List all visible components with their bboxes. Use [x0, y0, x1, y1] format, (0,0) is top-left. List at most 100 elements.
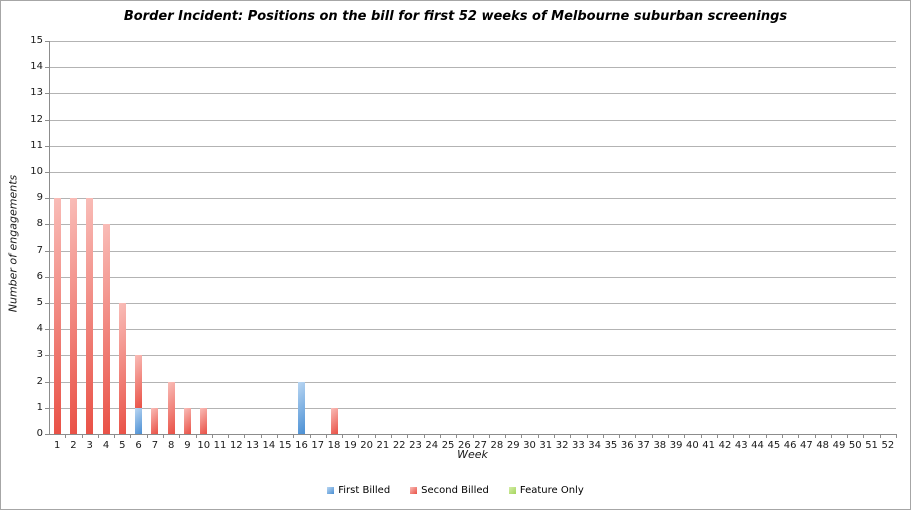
bar-segment: [183, 407, 191, 434]
x-tick-label: 36: [620, 440, 634, 451]
x-axis-tick: [798, 435, 800, 438]
x-tick-label: 44: [751, 440, 764, 451]
y-axis-tick: [45, 355, 49, 357]
x-tick-label: 51: [865, 440, 878, 451]
x-axis-tick: [342, 435, 344, 438]
y-tick-label: 13: [30, 87, 43, 99]
x-tick-label: 22: [392, 440, 406, 451]
x-tick-label: 17: [311, 440, 325, 451]
x-tick-label: 25: [441, 440, 455, 451]
gridline: [49, 355, 896, 357]
bar-segment: [135, 355, 143, 408]
gridline: [49, 172, 896, 173]
gridline: [49, 67, 896, 69]
x-axis-tick: [130, 435, 132, 438]
bar-segment: [151, 407, 159, 434]
gridline: [49, 407, 896, 409]
x-tick-label: 23: [409, 440, 422, 451]
y-axis-tick: [45, 145, 49, 147]
x-axis-tick: [244, 435, 246, 438]
x-axis-tick: [228, 435, 230, 438]
x-tick-label: 34: [588, 440, 602, 451]
x-tick-label: 8: [167, 440, 175, 451]
x-tick-label: 45: [767, 440, 781, 451]
x-tick-label: 16: [295, 440, 308, 451]
x-axis-tick: [553, 435, 555, 438]
y-tick-label: 0: [36, 428, 43, 439]
x-axis-tick: [602, 435, 604, 438]
y-axis-tick: [45, 381, 49, 383]
x-tick-label: 37: [637, 440, 650, 451]
y-axis-line: [49, 41, 50, 434]
x-axis-tick: [146, 435, 148, 438]
legend-label: Feature Only: [519, 485, 584, 496]
gridline: [49, 145, 896, 147]
x-tick-label: 52: [881, 440, 895, 451]
x-axis-tick: [733, 435, 735, 438]
x-axis-tick: [81, 435, 83, 438]
gridline: [49, 93, 896, 95]
y-axis-tick: [45, 434, 49, 435]
x-axis-tick: [521, 435, 523, 438]
x-axis-tick: [211, 435, 213, 438]
bar-segment: [86, 198, 94, 434]
legend-item: Second Billed: [410, 485, 489, 496]
y-tick-label: 4: [36, 323, 43, 335]
x-tick-label: 9: [184, 440, 191, 451]
y-axis-tick: [45, 93, 49, 95]
y-tick-label: 6: [36, 270, 43, 282]
x-tick-label: 3: [86, 440, 93, 451]
legend-item: First Billed: [327, 485, 390, 496]
x-tick-label: 41: [702, 440, 716, 451]
x-axis-tick: [179, 435, 181, 438]
x-tick-label: 50: [848, 440, 862, 451]
chart-title: Border Incident: Positions on the bill f…: [123, 9, 788, 24]
x-tick-label: 4: [102, 440, 110, 451]
x-tick-label: 19: [343, 440, 357, 451]
chart-legend: First Billed Second Billed Feature Only: [1, 485, 910, 496]
bar-segment: [330, 407, 338, 434]
y-axis-tick: [45, 172, 49, 173]
x-tick-label: 11: [213, 440, 227, 451]
x-tick-label: 39: [669, 440, 683, 451]
x-axis-tick: [97, 435, 99, 438]
x-axis-tick: [374, 435, 376, 438]
x-axis-tick: [505, 435, 507, 438]
x-axis-tick: [163, 435, 165, 438]
bar-segment: [200, 407, 208, 434]
y-axis-tick: [45, 224, 49, 226]
gridline: [49, 381, 896, 383]
x-axis-tick: [293, 435, 295, 438]
x-axis-tick: [114, 435, 116, 438]
x-axis-tick: [879, 435, 881, 438]
x-axis-tick: [358, 435, 360, 438]
x-tick-label: 40: [686, 440, 699, 451]
x-axis-tick: [277, 435, 279, 438]
y-tick-label: 15: [30, 35, 43, 46]
x-axis-tick: [472, 435, 474, 438]
y-axis-tick: [45, 407, 49, 409]
x-tick-label: 15: [278, 440, 292, 451]
x-tick-label: 26: [457, 440, 471, 451]
x-axis-tick: [781, 435, 783, 438]
bar-segment: [167, 381, 175, 434]
x-axis-tick: [570, 435, 572, 438]
y-tick-label: 2: [36, 375, 43, 387]
y-axis-tick: [45, 198, 49, 200]
x-axis-tick: [195, 435, 197, 438]
x-axis-tick: [586, 435, 588, 438]
y-tick-label: 14: [30, 61, 43, 73]
y-axis-tick: [45, 119, 49, 121]
x-axis-tick: [700, 435, 702, 438]
x-tick-label: 38: [653, 440, 667, 451]
x-axis-tick: [830, 435, 832, 438]
x-axis-tick: [537, 435, 539, 438]
x-axis-tick: [325, 435, 327, 438]
x-axis-tick: [863, 435, 865, 438]
x-axis-tick: [765, 435, 767, 438]
x-tick-label: 14: [262, 440, 276, 451]
x-axis-tick: [847, 435, 849, 438]
x-tick-label: 32: [555, 440, 569, 451]
